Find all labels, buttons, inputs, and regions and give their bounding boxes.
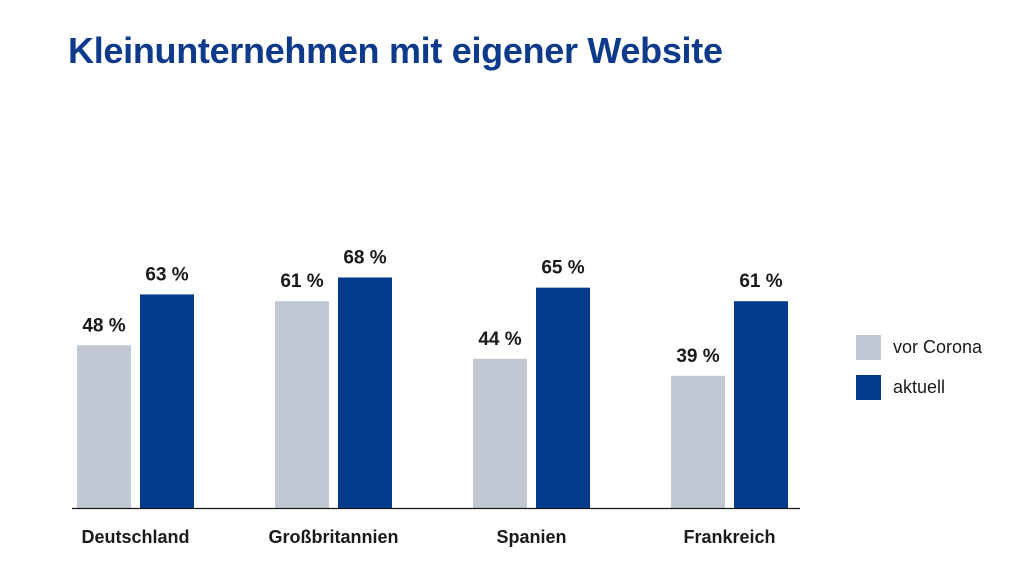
- value-label-frankreich-aktuell: 61 %: [739, 271, 782, 292]
- value-label-deutschland-aktuell: 63 %: [145, 264, 188, 285]
- legend-swatch-vor-corona: [856, 334, 881, 360]
- category-label-spanien: Spanien: [496, 527, 566, 547]
- bar-spanien-aktuell: [536, 287, 590, 508]
- value-label-grossbritannien-aktuell: 68 %: [343, 247, 386, 268]
- bar-frankreich-vor-corona: [671, 375, 725, 508]
- legend-item-aktuell: aktuell: [856, 373, 982, 401]
- value-label-spanien-vor-corona: 44 %: [478, 329, 521, 350]
- chart-title: Kleinunternehmen mit eigener Website: [68, 30, 723, 71]
- legend-label-vor-corona: vor Corona: [893, 336, 983, 357]
- bar-grossbritannien-vor-corona: [275, 301, 329, 508]
- legend-item-vor-corona: vor Corona: [856, 333, 982, 361]
- value-label-grossbritannien-vor-corona: 61 %: [280, 271, 323, 292]
- category-label-grossbritannien: Großbritannien: [269, 527, 399, 547]
- value-label-spanien-aktuell: 65 %: [541, 258, 584, 279]
- bar-deutschland-vor-corona: [77, 345, 131, 508]
- value-label-frankreich-vor-corona: 39 %: [676, 346, 719, 367]
- category-label-deutschland: Deutschland: [81, 527, 189, 547]
- legend-swatch-aktuell: [856, 374, 881, 400]
- category-label-frankreich: Frankreich: [683, 527, 775, 547]
- legend: vor Corona aktuell: [856, 333, 982, 413]
- bar-grossbritannien-aktuell: [338, 277, 392, 508]
- bar-deutschland-aktuell: [140, 294, 194, 508]
- legend-label-aktuell: aktuell: [893, 376, 946, 397]
- value-label-deutschland-vor-corona: 48 %: [82, 315, 125, 336]
- bar-frankreich-aktuell: [734, 301, 788, 508]
- bar-spanien-vor-corona: [473, 358, 527, 508]
